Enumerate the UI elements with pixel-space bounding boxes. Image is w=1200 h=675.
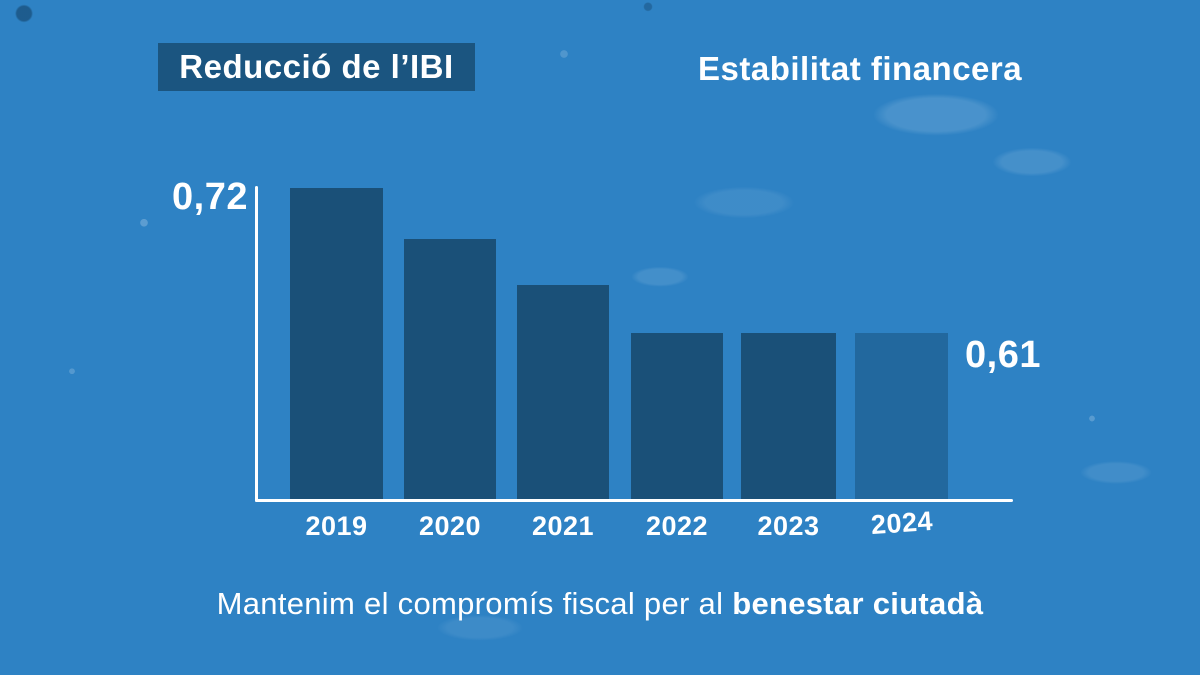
bar-2020 — [404, 239, 496, 499]
value-label-start: 0,72 — [172, 176, 248, 218]
year-label-2022: 2022 — [645, 511, 709, 541]
title-badge: Reducció de l’IBI — [158, 43, 475, 91]
value-label-end: 0,61 — [965, 334, 1041, 376]
year-label-2019: 2019 — [305, 511, 368, 541]
footer-tagline: Mantenim el compromís fiscal per al bene… — [0, 586, 1200, 622]
bar-2022 — [631, 333, 723, 499]
footer-tagline-regular: Mantenim el compromís fiscal per al — [216, 586, 733, 621]
bar-2021 — [517, 285, 609, 499]
year-label-2023: 2023 — [757, 511, 820, 541]
bar-2019 — [290, 188, 383, 499]
page-title: Estabilitat financera — [698, 50, 1023, 87]
y-axis-line — [255, 186, 258, 502]
year-label-2020: 2020 — [418, 511, 482, 541]
year-label-2024: 2024 — [869, 505, 934, 541]
x-axis-line — [255, 499, 1013, 502]
bar-2023 — [741, 333, 836, 499]
badge-label: Reducció de l’IBI — [179, 48, 454, 85]
year-label-2021: 2021 — [531, 511, 595, 541]
bar-2024 — [855, 333, 948, 499]
footer-tagline-bold: benestar ciutadà — [732, 586, 984, 621]
